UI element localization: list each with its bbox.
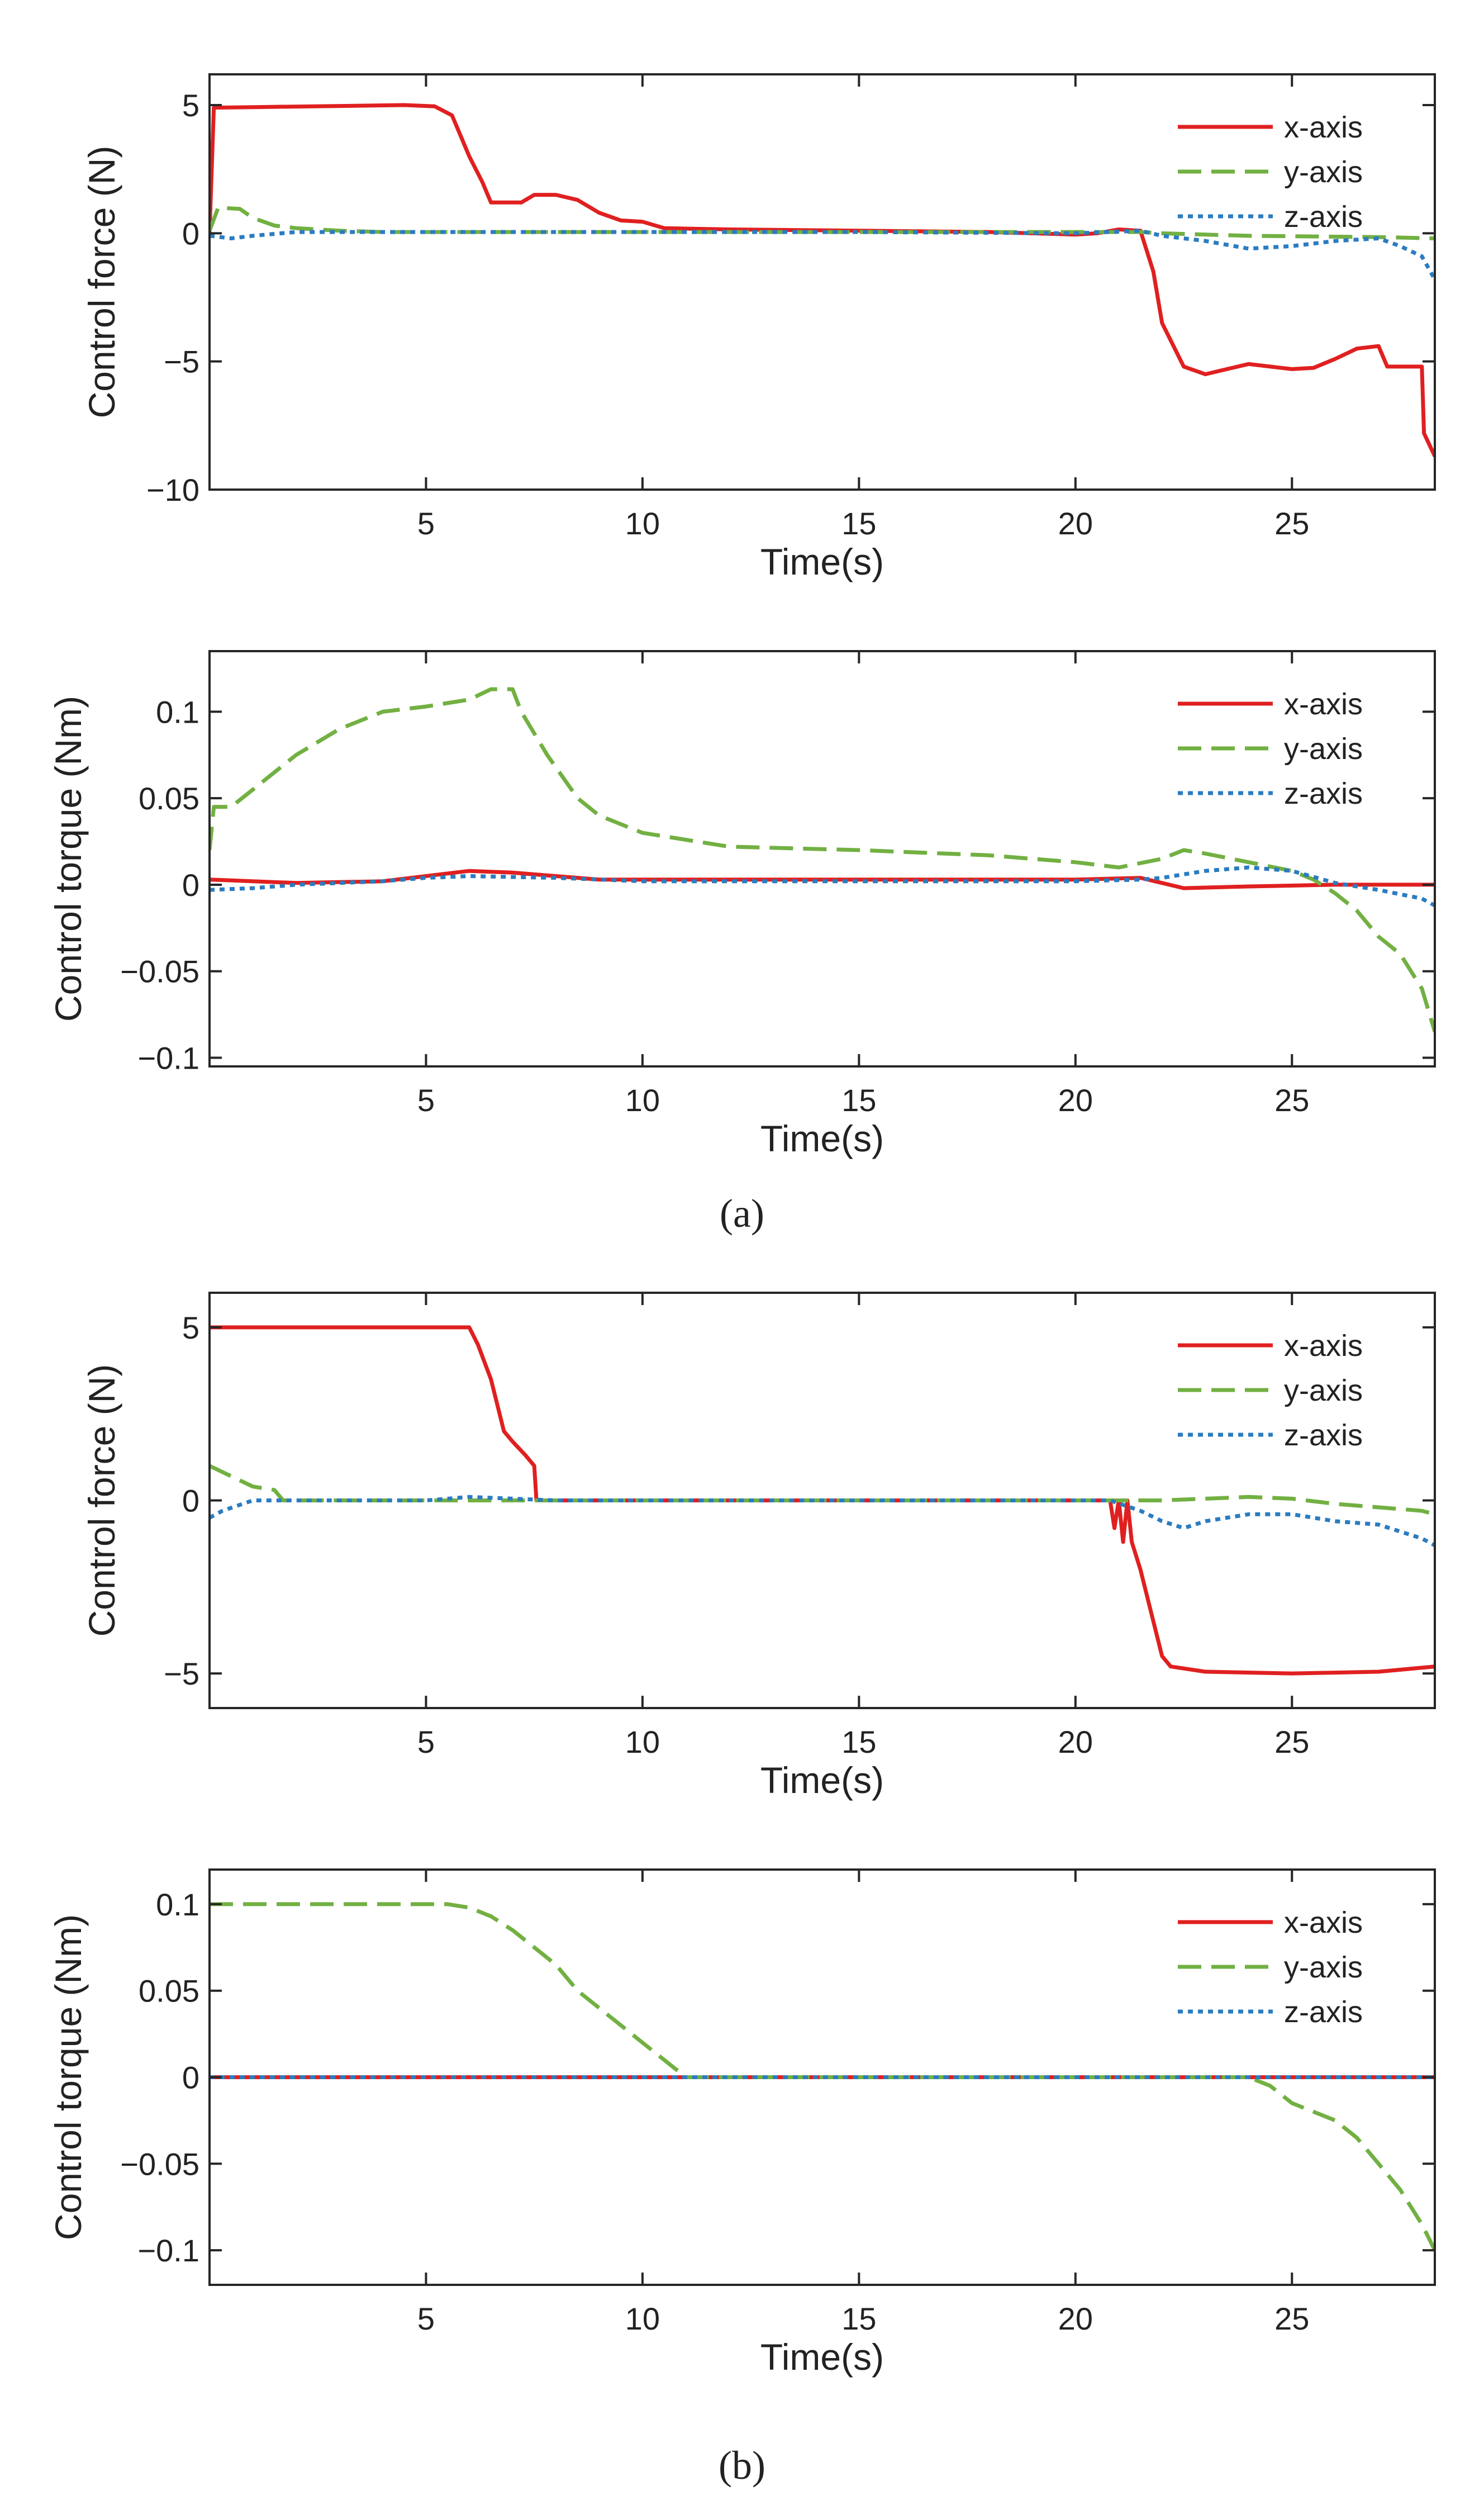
y-tick-label: 0 <box>182 216 199 251</box>
series-line-x-axis <box>210 869 1435 890</box>
x-tick-label: 20 <box>1058 1083 1093 1118</box>
chart-panel-1: 5 10 15 20 25 5 0 −5 −10 Time(s) Control force (N)… <box>81 73 1436 582</box>
caption-b: (b) <box>719 2443 765 2488</box>
x-tick-label: 15 <box>841 1083 876 1118</box>
caption-a: (a) <box>720 1191 764 1236</box>
y-tick-label: 0.1 <box>156 1887 199 1922</box>
legend: x-axis y-axis z-axis <box>1178 1329 1363 1452</box>
x-tick-label: 25 <box>1274 2301 1309 2336</box>
legend-label: y-axis <box>1284 1374 1363 1407</box>
y-axis-title: Control force (N) <box>81 146 122 419</box>
y-tick-label: 0 <box>182 1483 199 1519</box>
plot-frame <box>208 73 1436 491</box>
legend-label: x-axis <box>1284 111 1363 144</box>
y-tick-label: −0.1 <box>137 2233 199 2268</box>
legend-label: y-axis <box>1284 155 1363 189</box>
series-line-z-axis <box>210 865 1435 908</box>
y-axis-title: Control torque (Nm) <box>47 696 89 1022</box>
legend-label: y-axis <box>1284 732 1363 766</box>
x-tick-label: 5 <box>417 2301 435 2336</box>
x-tick-label: 10 <box>625 506 660 541</box>
legend-label: z-axis <box>1284 200 1363 234</box>
x-axis-title: Time(s) <box>760 1759 884 1801</box>
legend-label: z-axis <box>1284 777 1363 810</box>
x-tick-label: 5 <box>417 1724 435 1759</box>
chart-panel-4: 5 10 15 20 25 0.1 0.05 0 −0.05 −0.1 Time(s) Control… <box>47 1868 1436 2378</box>
legend-label: z-axis <box>1284 1995 1363 2029</box>
x-tick-label: 15 <box>841 506 876 541</box>
series-line-x-axis <box>210 103 1435 457</box>
y-tick-label: 0.1 <box>156 694 199 729</box>
y-tick-label: 0 <box>182 2060 199 2095</box>
y-tick-label: 0 <box>182 867 199 903</box>
legend-label: x-axis <box>1284 1906 1363 1939</box>
x-tick-label: 25 <box>1274 506 1309 541</box>
series-line-z-axis <box>210 1495 1435 1548</box>
y-tick-label: −10 <box>146 472 199 507</box>
legend-label: x-axis <box>1284 1329 1363 1363</box>
legend-label: x-axis <box>1284 687 1363 721</box>
y-tick-label: −5 <box>164 344 199 380</box>
x-tick-label: 15 <box>841 2301 876 2336</box>
x-axis-title: Time(s) <box>760 541 884 582</box>
x-tick-label: 10 <box>625 2301 660 2336</box>
y-tick-label: 0.05 <box>139 781 199 816</box>
plot-frame <box>208 650 1436 1068</box>
y-tick-label: 5 <box>182 1310 199 1345</box>
series-line-z-axis <box>210 229 1435 281</box>
x-tick-label: 20 <box>1058 1724 1093 1759</box>
series-line-y-axis <box>210 1902 1435 2251</box>
x-axis-title: Time(s) <box>760 1118 884 1159</box>
legend: x-axis y-axis z-axis <box>1178 687 1363 810</box>
legend-label: y-axis <box>1284 1951 1363 1984</box>
y-tick-label: −0.05 <box>120 2146 199 2181</box>
chart-panel-2: 5 10 15 20 25 0.1 0.05 0 −0.05 −0.1 Time(s) Control… <box>47 650 1436 1159</box>
series-line-y-axis <box>210 1464 1435 1516</box>
legend: x-axis y-axis z-axis <box>1178 1906 1363 2029</box>
y-tick-label: −0.1 <box>137 1041 199 1076</box>
x-tick-label: 20 <box>1058 2301 1093 2336</box>
legend-label: z-axis <box>1284 1419 1363 1452</box>
x-tick-label: 25 <box>1274 1724 1309 1759</box>
y-tick-label: −5 <box>164 1656 199 1691</box>
x-tick-label: 5 <box>417 1083 435 1118</box>
chart-panel-3: 5 10 15 20 25 5 0 −5 Time(s) Control force (N) x-a… <box>81 1292 1436 1801</box>
y-axis-title: Control force (N) <box>81 1364 122 1637</box>
series-line-y-axis <box>210 687 1435 1033</box>
legend: x-axis y-axis z-axis <box>1178 111 1363 234</box>
x-tick-label: 25 <box>1274 1083 1309 1118</box>
x-tick-label: 5 <box>417 506 435 541</box>
x-tick-label: 10 <box>625 1724 660 1759</box>
x-tick-label: 10 <box>625 1083 660 1118</box>
x-tick-label: 20 <box>1058 506 1093 541</box>
y-tick-label: 5 <box>182 88 199 123</box>
y-axis-title: Control torque (Nm) <box>47 1914 89 2240</box>
y-tick-label: −0.05 <box>120 954 199 989</box>
x-tick-label: 15 <box>841 1724 876 1759</box>
y-tick-label: 0.05 <box>139 1974 199 2009</box>
x-axis-title: Time(s) <box>760 2336 884 2378</box>
